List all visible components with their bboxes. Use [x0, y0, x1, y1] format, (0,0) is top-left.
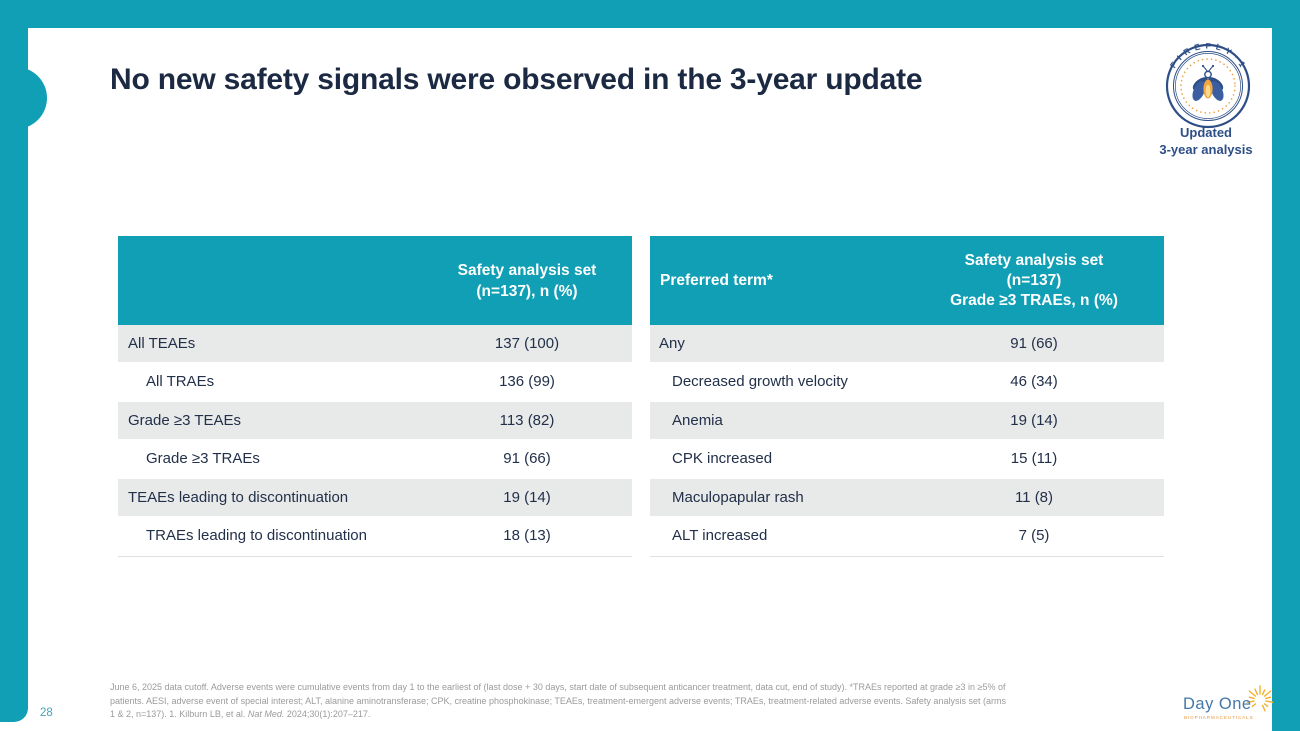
table-row: TEAEs leading to discontinuation 19 (14) — [118, 479, 632, 518]
footnote-line1: June 6, 2025 data cutoff. Adverse events… — [110, 682, 1006, 692]
table-row: Any 91 (66) — [650, 325, 1164, 364]
sunburst-icon — [1246, 685, 1274, 712]
dayone-sub-text: BIOPHARMACEUTICALS — [1184, 715, 1254, 720]
badge-caption-line1: Updated — [1180, 125, 1232, 140]
table-row: ALT increased 7 (5) — [650, 517, 1164, 556]
firefly-badge-icon: F I R E F L Y · 1 — [1165, 40, 1251, 129]
teae-table-header: Safety analysis set (n=137), n (%) — [118, 236, 632, 325]
preferred-term-header-label: Preferred term* — [660, 271, 773, 289]
teae-overview-table: Safety analysis set (n=137), n (%) All T… — [118, 236, 632, 557]
frame-right-band — [1272, 0, 1300, 731]
journal-name: Nat Med. — [247, 709, 285, 719]
table-row: TRAEs leading to discontinuation 18 (13) — [118, 517, 632, 556]
preferred-term-table: Preferred term* Safety analysis set (n=1… — [650, 236, 1164, 557]
table-row: Decreased growth velocity 46 (34) — [650, 363, 1164, 402]
table-row: Grade ≥3 TEAEs 113 (82) — [118, 402, 632, 441]
table-row: Anemia 19 (14) — [650, 402, 1164, 441]
footnote-line3: 1 & 2, n=137). 1. Kilburn LB, et al. Nat… — [110, 709, 371, 719]
table-row: Grade ≥3 TRAEs 91 (66) — [118, 440, 632, 479]
footnote: June 6, 2025 data cutoff. Adverse events… — [110, 681, 1190, 722]
teae-header-value-cell: Safety analysis set (n=137), n (%) — [457, 261, 597, 300]
dayone-logo: Day One BIOPHARMACEUTICALS — [1183, 685, 1274, 726]
page-title: No new safety signals were observed in t… — [110, 63, 923, 96]
preferred-term-header: Preferred term* Safety analysis set (n=1… — [650, 236, 1164, 325]
badge-caption: Updated 3-year analysis — [1126, 124, 1286, 158]
preferred-term-header-value-cell: Safety analysis set (n=137) Grade ≥3 TRA… — [950, 251, 1118, 309]
page-number: 28 — [40, 707, 53, 719]
footnote-line2: patients. AESI, adverse event of special… — [110, 695, 1006, 706]
table-row: All TEAEs 137 (100) — [118, 325, 632, 364]
table-row: All TRAEs 136 (99) — [118, 363, 632, 402]
frame-top-band — [0, 0, 1300, 28]
dayone-brand-text: Day One — [1183, 695, 1252, 713]
table-row: Maculopapular rash 11 (8) — [650, 479, 1164, 518]
table-row: CPK increased 15 (11) — [650, 440, 1164, 479]
firefly-glyph — [1192, 64, 1224, 101]
badge-caption-line2: 3-year analysis — [1159, 142, 1253, 157]
